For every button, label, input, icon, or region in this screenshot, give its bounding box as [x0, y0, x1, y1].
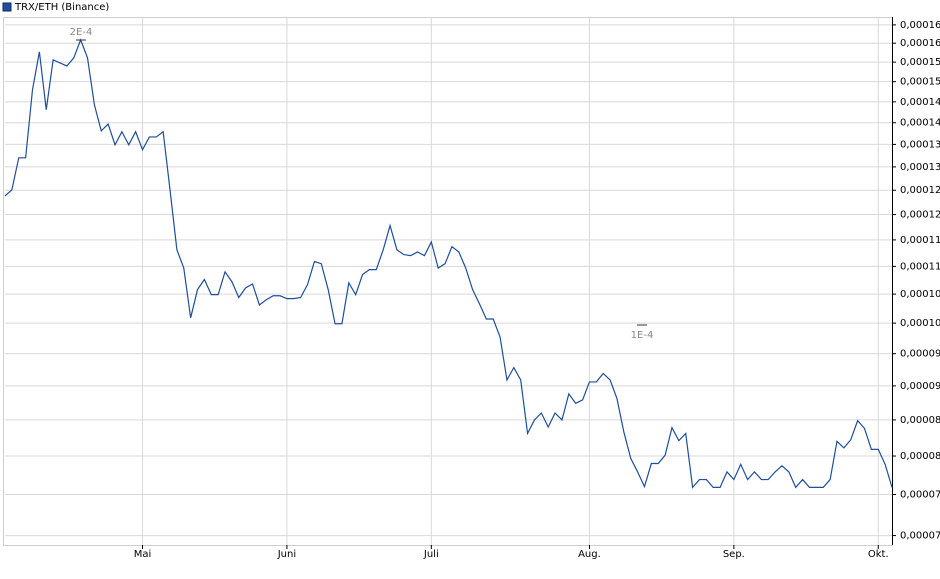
- y-tick-label: 0,00007: [900, 531, 940, 542]
- y-tick-label: 0,00014: [900, 97, 940, 108]
- y-tick-label: 0,00008: [900, 451, 940, 462]
- y-tick-label: 0,00011: [900, 235, 940, 246]
- annotation: 2E-4: [70, 27, 93, 38]
- legend-label: TRX/ETH (Binance): [14, 2, 109, 13]
- y-tick-label: 0,00013: [900, 139, 940, 150]
- y-tick-label: 0,00012: [900, 210, 940, 221]
- y-tick-label: 0,00009: [900, 381, 940, 392]
- annotation: 1E-4: [631, 330, 654, 341]
- x-tick-label: Juli: [423, 549, 439, 560]
- x-tick-label: Okt.: [868, 549, 889, 560]
- x-tick-label: Mai: [134, 549, 152, 560]
- y-tick-label: 0,00008: [900, 415, 940, 426]
- price-line: [4, 38, 893, 489]
- y-tick-label: 0,00016: [900, 20, 940, 31]
- y-tick-label: 0,00015: [900, 77, 940, 88]
- x-tick-label: Sep.: [723, 549, 745, 560]
- y-tick-label: 0,00010: [900, 289, 940, 300]
- x-tick-label: Juni: [277, 549, 296, 560]
- y-tick-label: 0,00013: [900, 162, 940, 173]
- y-tick-label: 0,00010: [900, 318, 940, 329]
- legend-swatch: [2, 2, 12, 12]
- y-tick-label: 0,00011: [900, 261, 940, 272]
- y-tick-label: 0,00016: [900, 38, 940, 49]
- plot-frame: [3, 17, 893, 546]
- y-tick-label: 0,00014: [900, 118, 940, 129]
- x-tick-label: Aug.: [578, 549, 601, 560]
- y-tick-label: 0,00009: [900, 349, 940, 360]
- y-tick-label: 0,00007: [900, 489, 940, 500]
- y-tick-label: 0,00015: [900, 57, 940, 68]
- y-tick-label: 0,00012: [900, 185, 940, 196]
